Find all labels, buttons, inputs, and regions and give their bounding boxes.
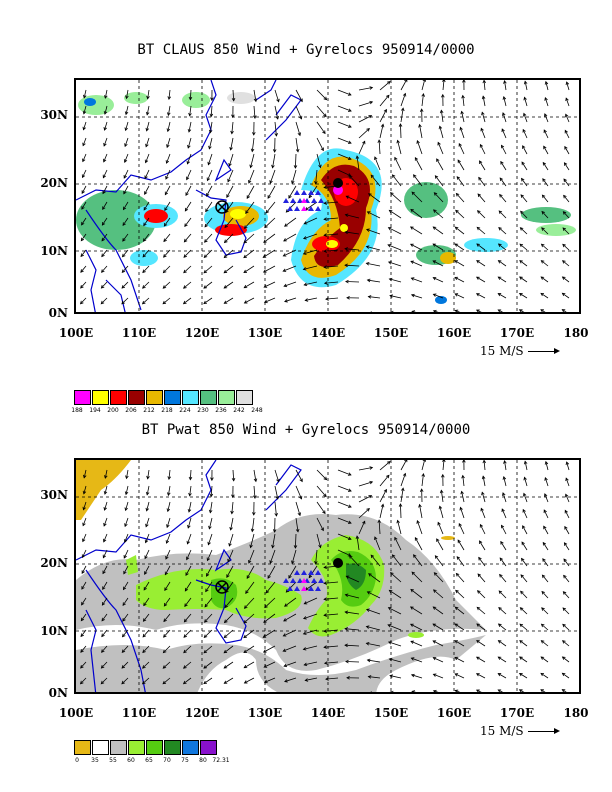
legend-swatch [110, 740, 127, 755]
legend-label: 230 [197, 407, 209, 414]
legend-label: 75 [181, 757, 189, 764]
top-xlabel-140e: 140E [310, 326, 346, 340]
bottom-ylabel-0n: 0N [48, 686, 68, 700]
bottom-map-canvas [76, 460, 579, 692]
legend-swatch [110, 390, 127, 405]
legend-label: 60 [127, 757, 135, 764]
top-color-legend [74, 390, 254, 405]
legend-label: 236 [215, 407, 227, 414]
bottom-xlabel-170e: 170E [499, 706, 535, 720]
bottom-gyre-locations [215, 558, 343, 594]
bottom-xlabel-150e: 150E [373, 706, 409, 720]
bottom-scale-label: 15 M/S [480, 724, 524, 738]
legend-swatch [74, 390, 91, 405]
top-cloud-field [76, 92, 576, 304]
bottom-xlabel-110e: 110E [121, 706, 157, 720]
bottom-xlabel-160e: 160E [436, 706, 472, 720]
top-ylabel-0n: 0N [48, 306, 68, 320]
top-xlabel-110e: 110E [121, 326, 157, 340]
legend-swatch [182, 390, 199, 405]
legend-swatch [200, 390, 217, 405]
top-map-canvas [76, 80, 579, 312]
bottom-xlabel-120e: 120E [184, 706, 220, 720]
bottom-map-panel [74, 458, 581, 694]
bottom-legend-labels: 0 35 55 60 65 70 75 80 72.31 [68, 757, 230, 764]
legend-swatch [128, 740, 145, 755]
legend-label: 248 [251, 407, 263, 414]
top-xlabel-130e: 130E [247, 326, 283, 340]
top-xlabel-100e: 100E [58, 326, 94, 340]
bottom-xlabel-180: 180 [563, 706, 589, 720]
legend-swatch [146, 390, 163, 405]
legend-swatch [92, 390, 109, 405]
legend-swatch [236, 390, 253, 405]
top-legend-labels: 188 194 200 206 212 218 224 230 236 242 … [68, 407, 266, 414]
bottom-ylabel-10n: 10N [40, 624, 68, 638]
top-ylabel-20n: 20N [40, 176, 68, 190]
legend-label: 70 [163, 757, 171, 764]
bottom-wind-vectors [79, 460, 570, 692]
top-map-title: BT CLAUS 850 Wind + Gyrelocs 950914/0000 [137, 42, 475, 58]
top-xlabel-150e: 150E [373, 326, 409, 340]
top-storm-marker [215, 200, 229, 214]
top-xlabel-170e: 170E [499, 326, 535, 340]
legend-swatch [74, 740, 91, 755]
legend-label: 194 [89, 407, 101, 414]
legend-swatch [128, 390, 145, 405]
legend-label: 0 [75, 757, 79, 764]
bottom-xlabel-100e: 100E [58, 706, 94, 720]
top-scale-label: 15 M/S [480, 344, 524, 358]
legend-swatch [92, 740, 109, 755]
bottom-xlabel-140e: 140E [310, 706, 346, 720]
bottom-ylabel-30n: 30N [40, 488, 68, 502]
legend-label: 35 [91, 757, 99, 764]
legend-label: 188 [71, 407, 83, 414]
legend-swatch [164, 390, 181, 405]
legend-label: 218 [161, 407, 173, 414]
scale-arrow-icon [527, 728, 560, 734]
legend-label: 200 [107, 407, 119, 414]
bottom-map-title: BT Pwat 850 Wind + Gyrelocs 950914/0000 [141, 422, 471, 438]
bottom-storm-marker [215, 580, 229, 594]
bottom-color-legend [74, 740, 218, 755]
bottom-xlabel-130e: 130E [247, 706, 283, 720]
bottom-scale-vector: 15 M/S [480, 724, 560, 738]
legend-label: 224 [179, 407, 191, 414]
bottom-pwat-field [76, 460, 486, 692]
top-gyre-locations [215, 178, 343, 214]
legend-swatch [164, 740, 181, 755]
legend-label: 65 [145, 757, 153, 764]
top-map-panel [74, 78, 581, 314]
top-xlabel-180: 180 [563, 326, 589, 340]
top-xlabel-120e: 120E [184, 326, 220, 340]
top-ylabel-10n: 10N [40, 244, 68, 258]
top-scale-vector: 15 M/S [480, 344, 560, 358]
legend-label: 206 [125, 407, 137, 414]
legend-label: 72.31 [212, 757, 230, 764]
legend-label: 55 [109, 757, 117, 764]
legend-swatch [218, 390, 235, 405]
scale-arrow-icon [527, 348, 560, 354]
legend-label: 242 [233, 407, 245, 414]
top-wind-vectors [79, 80, 570, 312]
legend-swatch [182, 740, 199, 755]
legend-label: 212 [143, 407, 155, 414]
legend-swatch [200, 740, 217, 755]
legend-swatch [146, 740, 163, 755]
legend-label: 80 [199, 757, 207, 764]
top-ylabel-30n: 30N [40, 108, 68, 122]
bottom-ylabel-20n: 20N [40, 556, 68, 570]
top-xlabel-160e: 160E [436, 326, 472, 340]
